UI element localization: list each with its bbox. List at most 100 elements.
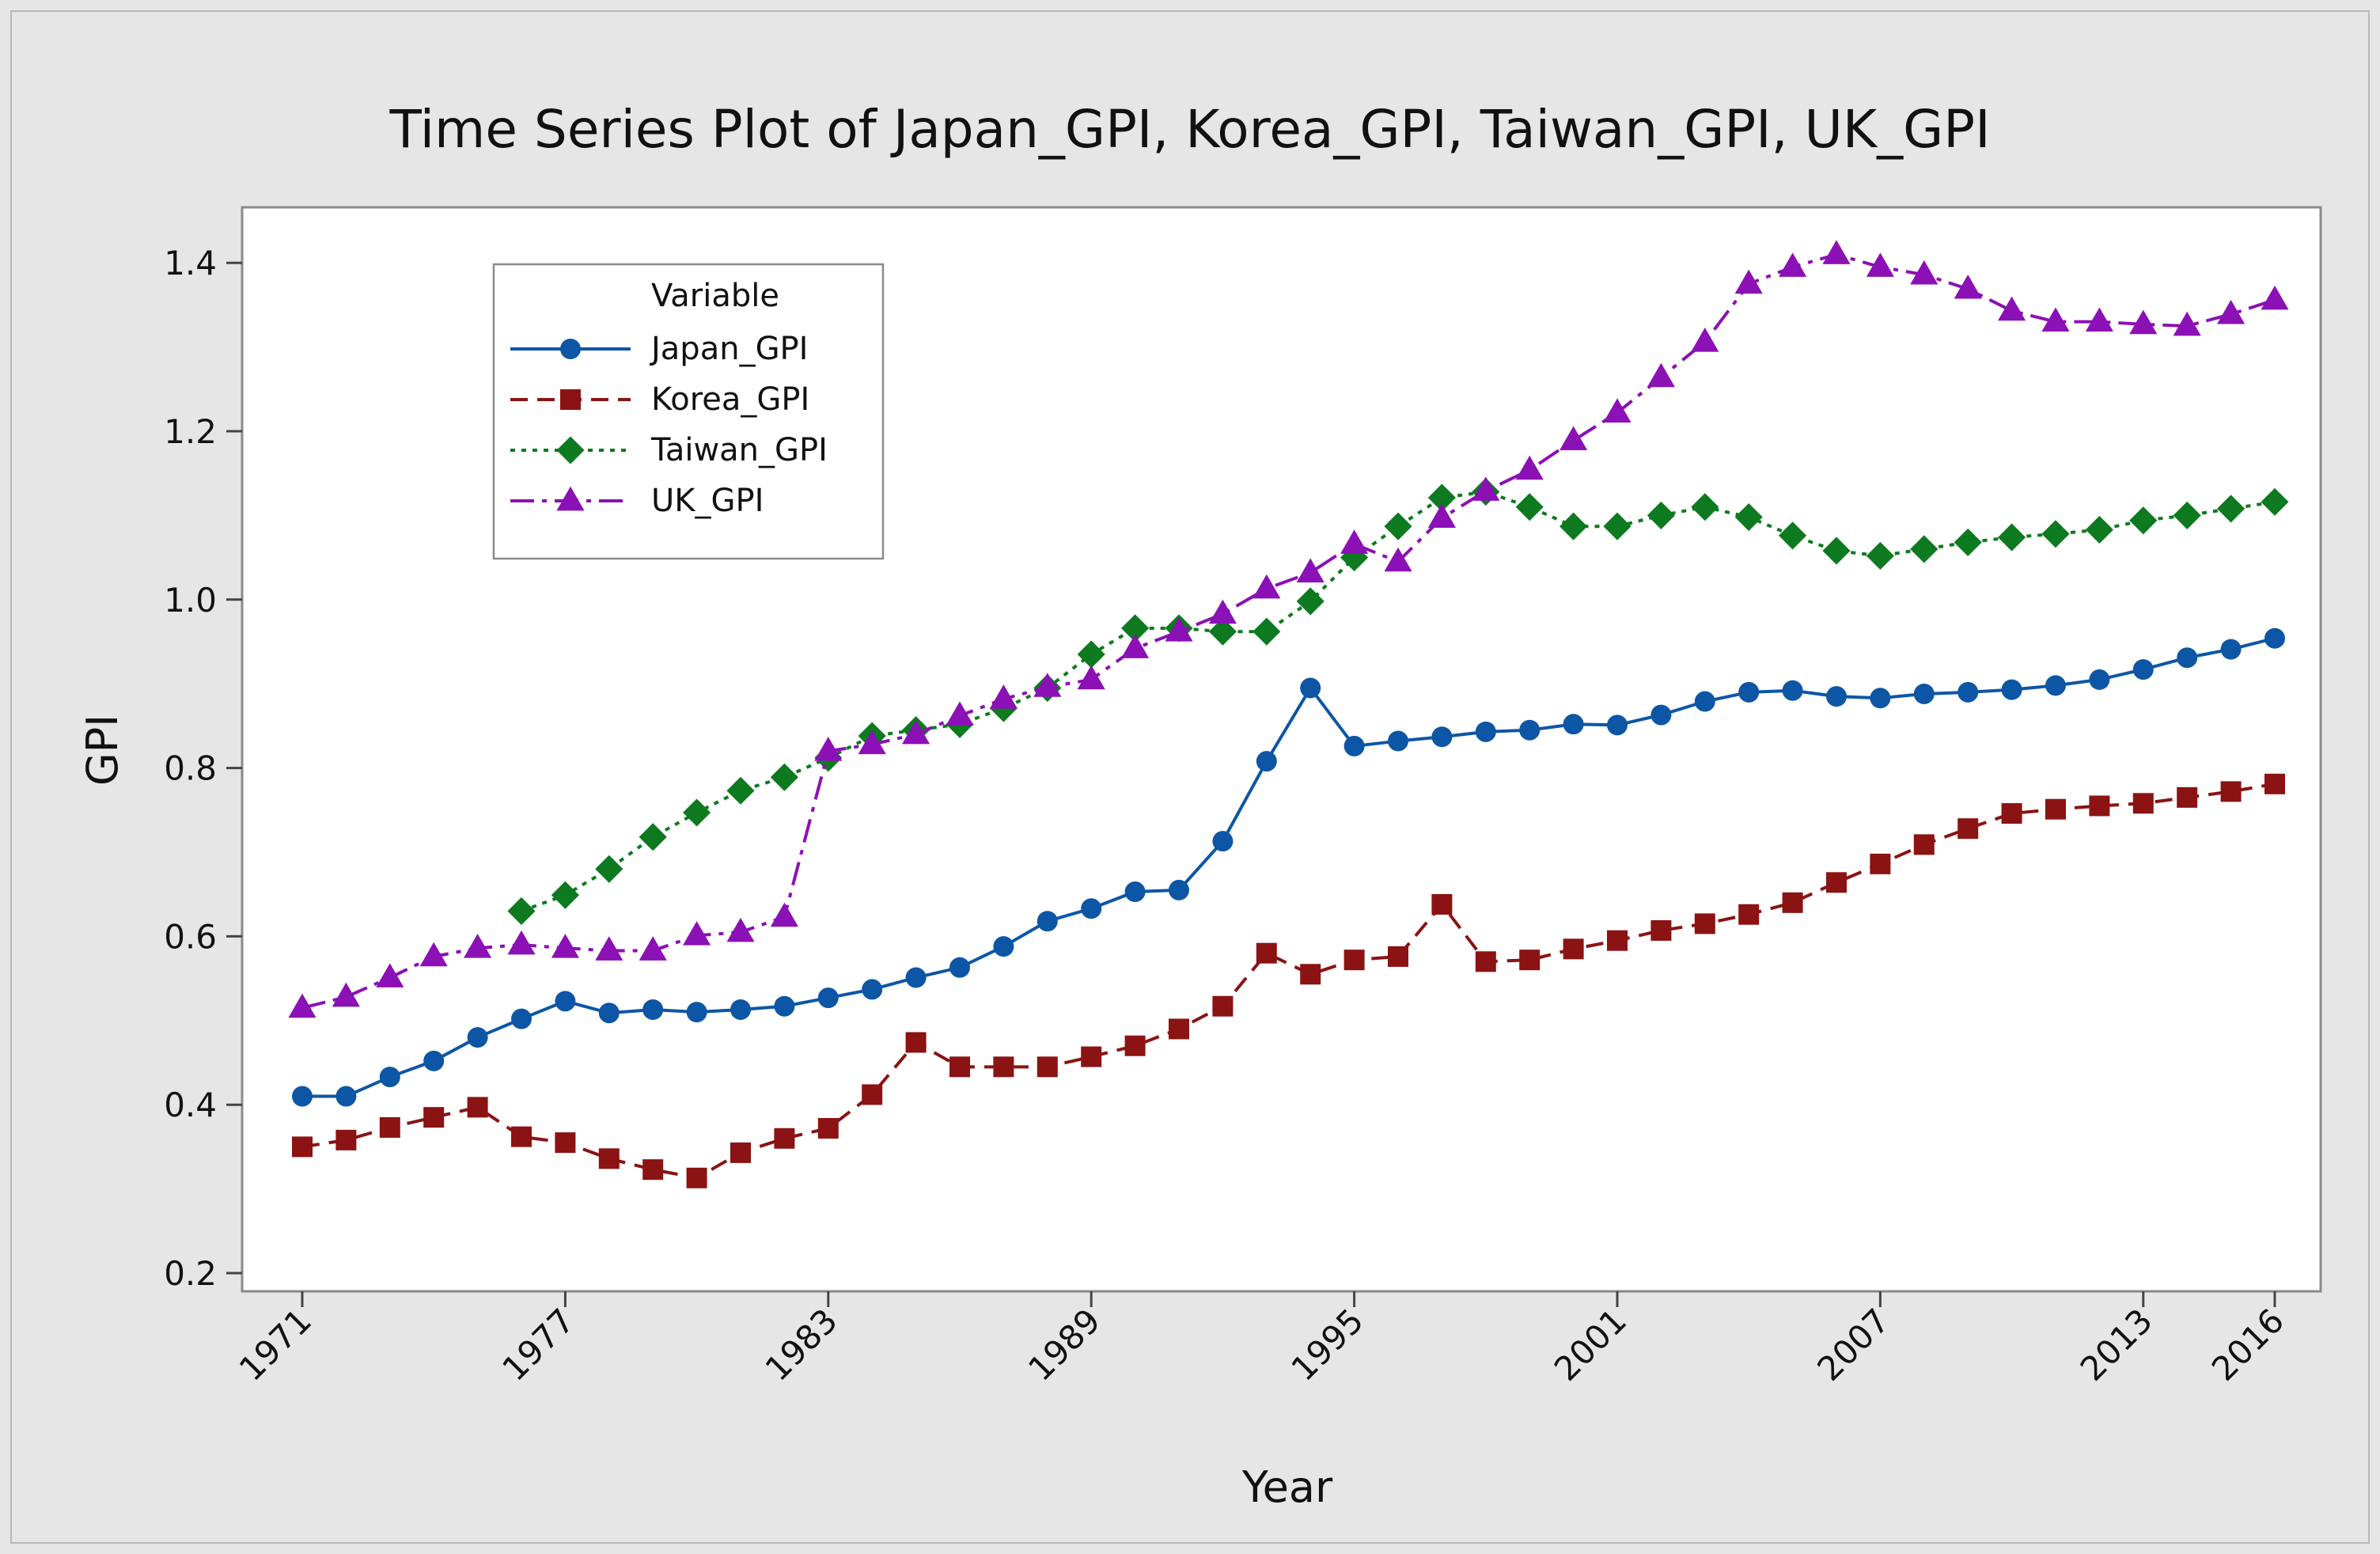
data-point [686, 1167, 707, 1188]
data-point [1563, 938, 1584, 960]
data-point [464, 934, 492, 958]
data-point [2001, 679, 2022, 700]
data-point [2173, 311, 2201, 336]
legend-marker [556, 486, 585, 511]
data-point [1779, 252, 1807, 277]
data-point [905, 1032, 927, 1053]
data-point [1121, 634, 1150, 658]
data-point [1694, 913, 1715, 934]
data-point [1910, 260, 1938, 285]
data-point [507, 930, 536, 955]
series-line [302, 636, 2276, 1098]
data-point [2177, 786, 2198, 808]
data-point [1515, 455, 1544, 480]
data-point [1560, 426, 1588, 451]
y-tick-label: 0.2 [164, 1254, 217, 1293]
data-point [642, 999, 664, 1020]
legend-title: Variable [651, 278, 779, 314]
data-point [1734, 502, 1763, 532]
data-point [2041, 520, 2070, 548]
data-point [1603, 398, 1632, 423]
series-layer [288, 240, 2289, 1188]
data-point [379, 1116, 400, 1138]
data-point [2129, 309, 2158, 335]
data-point [423, 1107, 445, 1128]
data-point [1910, 535, 1938, 563]
data-point [1691, 493, 1719, 521]
data-point [1343, 735, 1365, 756]
data-point [1734, 269, 1763, 294]
data-point [949, 957, 970, 978]
series-Japan_GPI [292, 627, 2285, 1107]
data-point [686, 1002, 707, 1023]
data-point [551, 881, 579, 909]
data-point [595, 936, 623, 961]
data-point [862, 1084, 883, 1105]
data-point [1954, 528, 1982, 556]
data-point [905, 967, 927, 988]
data-point [2264, 773, 2285, 794]
data-point [683, 798, 711, 827]
data-point [1866, 541, 1894, 570]
data-point [2177, 647, 2198, 669]
data-point [2173, 501, 2201, 529]
data-point [1169, 1018, 1189, 1040]
data-point [726, 917, 755, 942]
data-point [1913, 683, 1935, 704]
y-axis-label: GPI [78, 714, 127, 786]
data-point [1037, 1056, 1058, 1078]
data-point [511, 1008, 532, 1029]
data-point [1121, 614, 1150, 642]
legend-marker [560, 389, 581, 410]
data-point [2261, 285, 2289, 310]
data-point [1998, 296, 2026, 321]
data-point [949, 1056, 970, 1078]
data-point [2045, 675, 2066, 696]
data-point [507, 896, 536, 926]
data-point [1647, 362, 1675, 388]
data-point [1603, 512, 1632, 540]
data-point [774, 1128, 795, 1149]
data-point [1475, 721, 1496, 742]
data-point [989, 684, 1018, 709]
data-point [1563, 714, 1584, 735]
data-point [1208, 599, 1237, 624]
y-tick-label: 0.8 [164, 749, 217, 788]
data-point [814, 737, 843, 761]
data-point [1256, 942, 1277, 964]
data-point [1212, 831, 1234, 852]
data-point [1124, 881, 1146, 903]
legend-marker [560, 339, 581, 359]
data-point [2132, 793, 2154, 814]
data-point [774, 995, 795, 1017]
x-axis-label: Year [1241, 1462, 1333, 1512]
data-point [1081, 1046, 1102, 1067]
data-point [1081, 898, 1102, 919]
series-UK_GPI [288, 240, 2289, 1018]
data-point [1296, 558, 1325, 583]
legend-marker [556, 436, 585, 464]
data-point [2085, 307, 2113, 332]
data-point [1384, 512, 1412, 540]
data-point [1650, 704, 1672, 726]
data-point [1870, 688, 1891, 709]
data-point [555, 1132, 576, 1154]
y-tick-label: 1.2 [164, 412, 217, 451]
data-point [1165, 617, 1193, 642]
data-point [1647, 501, 1675, 529]
data-point [1998, 523, 2026, 551]
data-point [2217, 299, 2245, 324]
data-point [1954, 274, 1982, 299]
data-point [1388, 946, 1408, 967]
data-point [1427, 483, 1456, 512]
series-line [301, 782, 2276, 1180]
data-point [730, 999, 751, 1020]
data-point [551, 934, 579, 958]
legend-label: Korea_GPI [651, 381, 809, 418]
data-point [2220, 639, 2242, 660]
data-point [639, 823, 667, 851]
data-point [292, 1086, 313, 1107]
data-point [2132, 659, 2154, 680]
data-point [1957, 818, 1979, 840]
